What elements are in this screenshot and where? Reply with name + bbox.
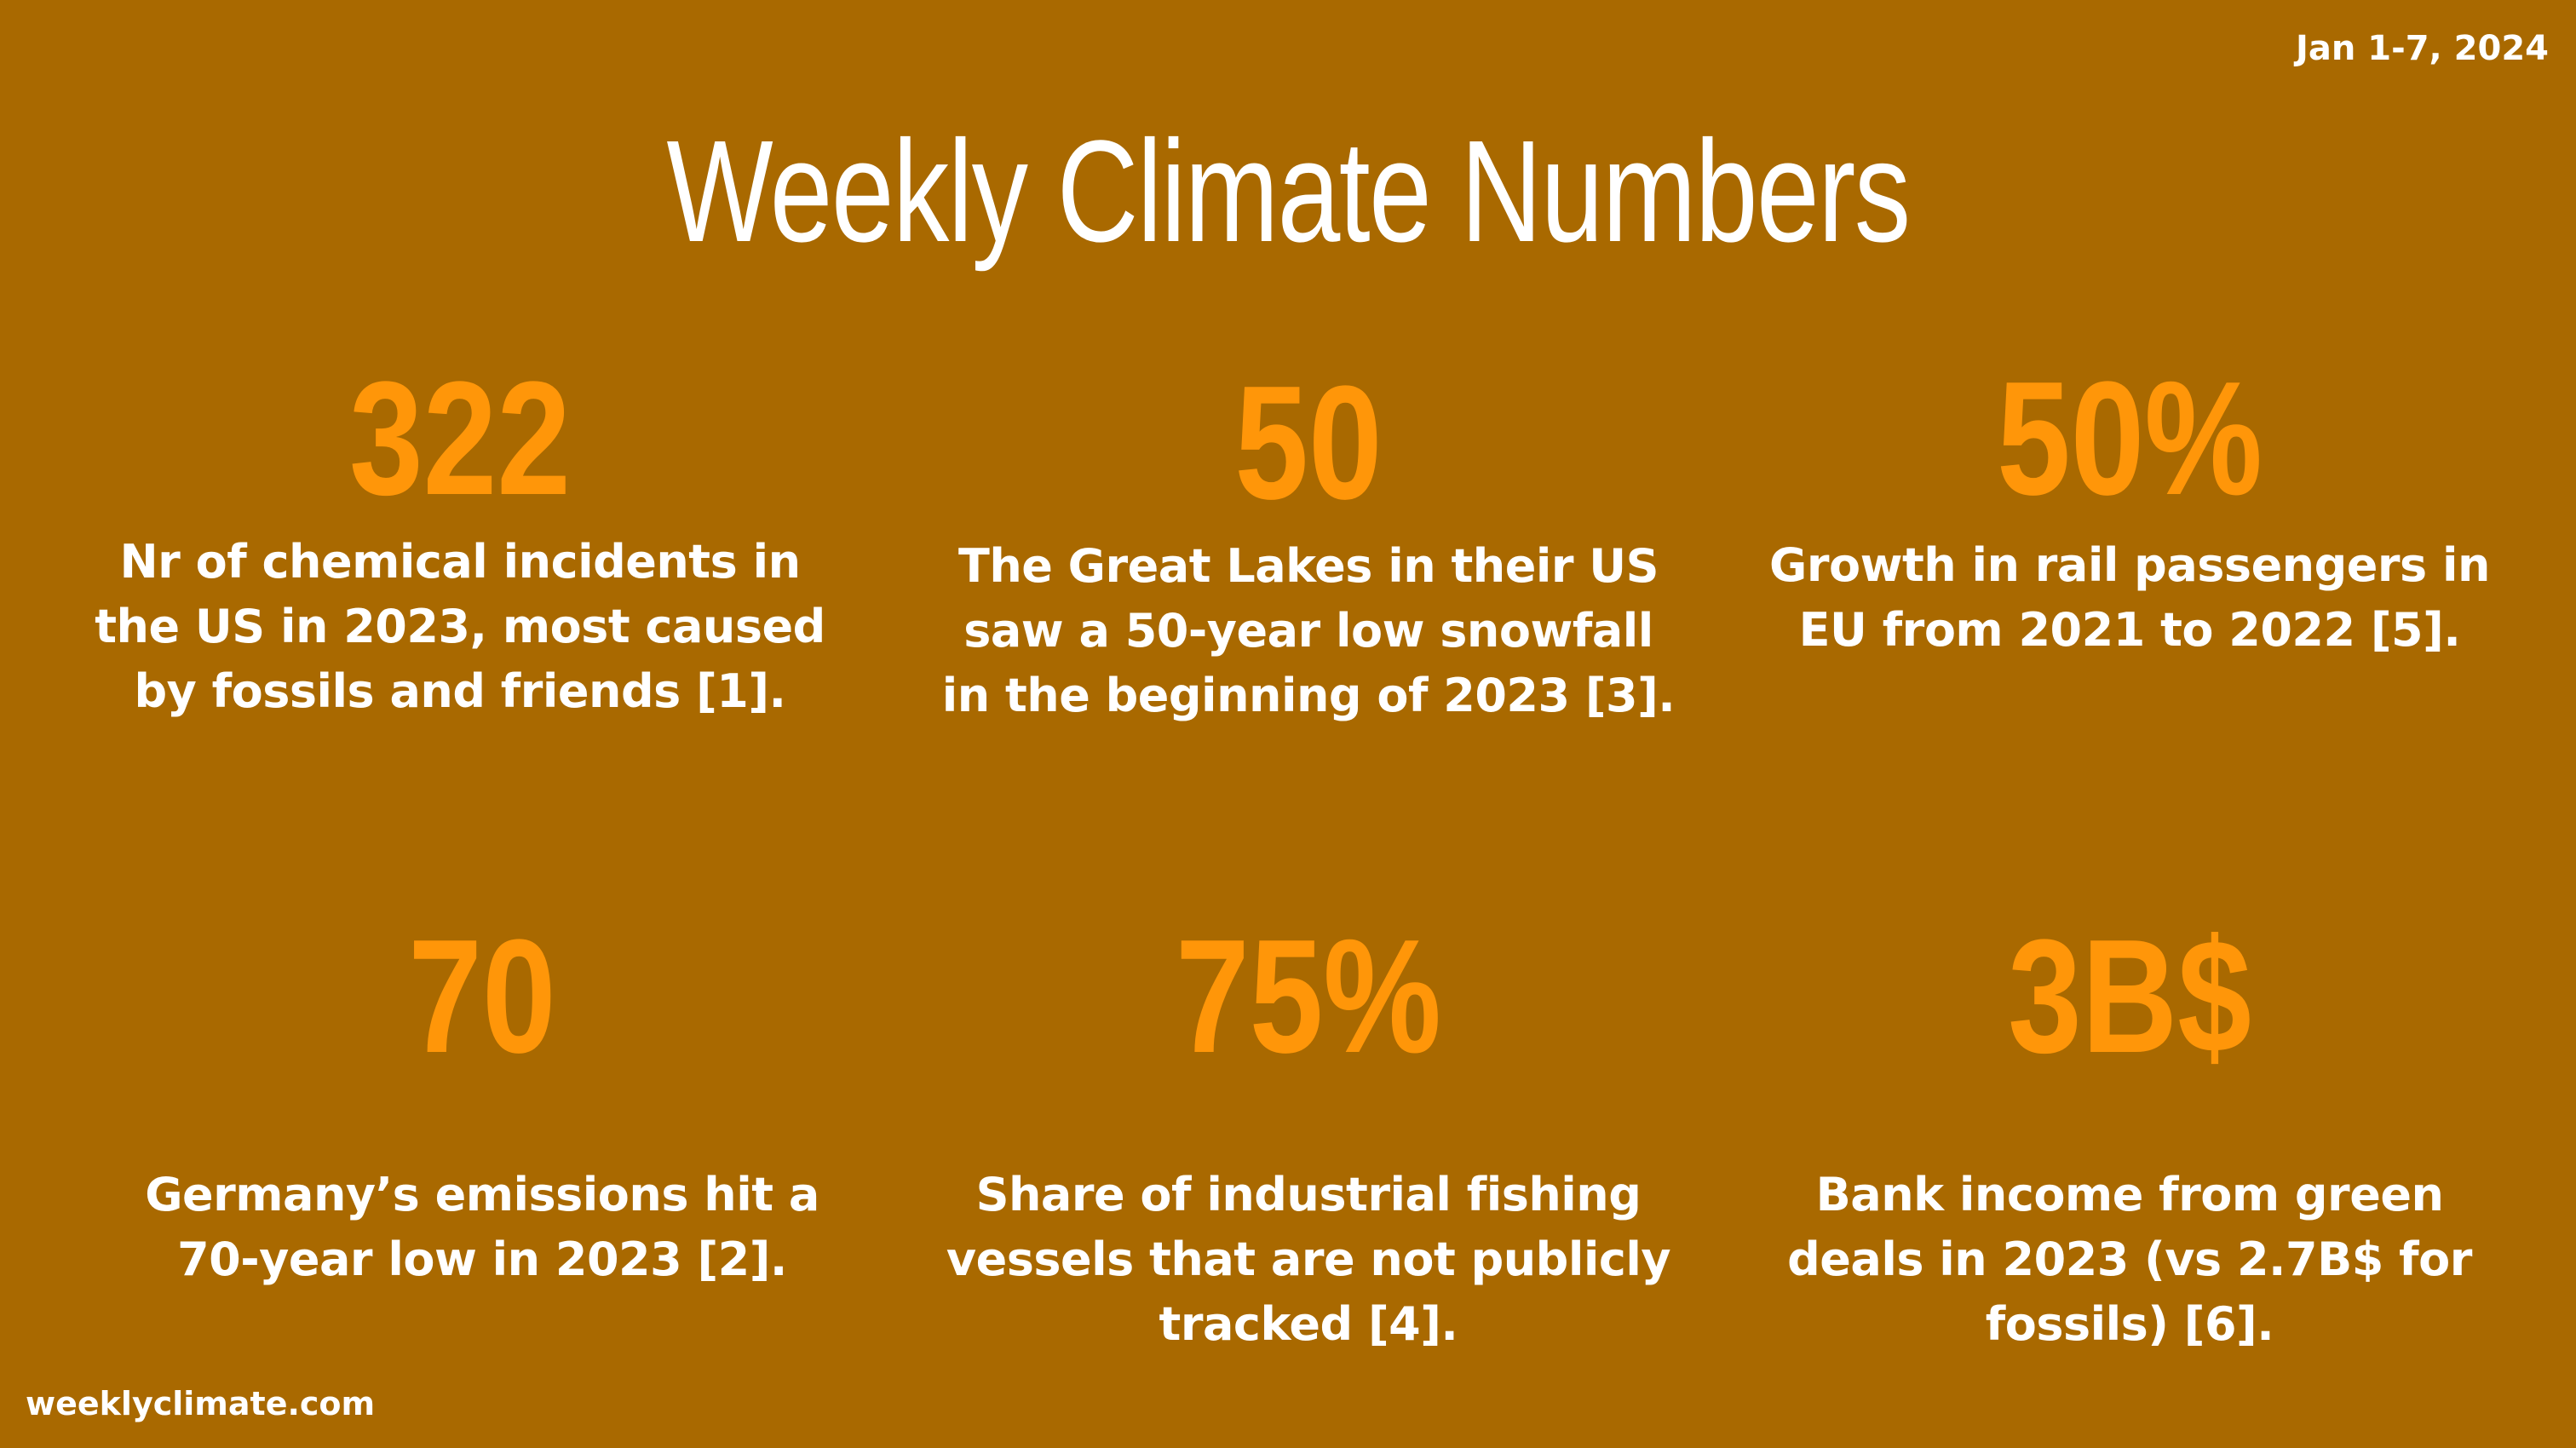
stat-value: 322 (349, 348, 571, 529)
stat-description: Germany’s emissions hit a 70-year low in… (145, 1168, 819, 1286)
stat-value: 50% (1997, 348, 2263, 529)
date-range: Jan 1-7, 2024 (2296, 29, 2549, 68)
stat-description: Nr of chemical incidents in the US in 20… (95, 535, 825, 718)
stat-description: Share of industrial fishing vessels that… (946, 1168, 1671, 1351)
site-url: weeklyclimate.com (26, 1385, 376, 1422)
stat-value: 3B$ (2008, 906, 2251, 1087)
stat-card-fishing-vessels: 75% Share of industrial fishing vessels … (925, 916, 1692, 1357)
stat-value: 50 (1234, 353, 1383, 533)
stat-description: Bank income from green deals in 2023 (vs… (1787, 1168, 2472, 1351)
stat-value: 70 (408, 906, 556, 1087)
stat-card-rail-passengers: 50% Growth in rail passengers in EU from… (1746, 358, 2513, 663)
stat-card-germany-emissions: 70 Germany’s emissions hit a 70-year low… (99, 916, 865, 1292)
stat-card-bank-income: 3B$ Bank income from green deals in 2023… (1746, 916, 2513, 1357)
stat-card-great-lakes-snowfall: 50 The Great Lakes in their US saw a 50-… (925, 362, 1692, 728)
stat-value: 75% (1176, 906, 1441, 1087)
page-title: Weekly Climate Numbers (666, 111, 1911, 273)
stat-description: Growth in rail passengers in EU from 202… (1769, 538, 2490, 657)
stat-description: The Great Lakes in their US saw a 50-yea… (941, 539, 1676, 722)
stat-card-chemical-incidents: 322 Nr of chemical incidents in the US i… (77, 358, 843, 724)
